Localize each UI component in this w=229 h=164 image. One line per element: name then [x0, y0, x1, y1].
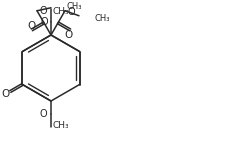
Text: O: O: [39, 109, 47, 119]
Text: CH₃: CH₃: [95, 14, 110, 23]
Text: CH₃: CH₃: [53, 7, 69, 16]
Text: O: O: [28, 21, 36, 31]
Text: O: O: [40, 17, 48, 27]
Text: CH₃: CH₃: [53, 121, 69, 130]
Text: O: O: [68, 7, 75, 17]
Text: O: O: [2, 89, 10, 99]
Text: CH₃: CH₃: [67, 2, 82, 11]
Text: O: O: [64, 30, 72, 40]
Text: O: O: [40, 6, 47, 16]
